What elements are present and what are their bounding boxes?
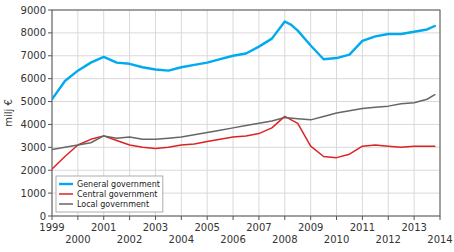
x-tick-label: 2006 bbox=[220, 234, 245, 245]
y-grid-line bbox=[52, 101, 440, 102]
x-grid-line bbox=[414, 10, 415, 216]
y-grid-line bbox=[52, 78, 440, 79]
y-tick bbox=[48, 216, 52, 217]
legend: General governmentCentral governmentLoca… bbox=[56, 176, 163, 212]
x-grid-line bbox=[207, 10, 208, 216]
grid bbox=[52, 10, 440, 216]
x-tick bbox=[77, 216, 78, 220]
x-tick bbox=[362, 216, 363, 220]
legend-box bbox=[56, 176, 163, 212]
y-tick bbox=[48, 193, 52, 194]
y-tick-label: 6000 bbox=[21, 73, 46, 84]
y-grid-line bbox=[52, 55, 440, 56]
y-grid-line bbox=[52, 32, 440, 33]
x-grid-line bbox=[388, 10, 389, 216]
x-grid-line bbox=[310, 10, 311, 216]
x-tick-label: 2004 bbox=[169, 234, 194, 245]
x-tick-label: 2010 bbox=[324, 234, 349, 245]
x-tick-label: 2005 bbox=[194, 222, 219, 233]
x-tick-label: 2002 bbox=[117, 234, 142, 245]
legend-label: Local government bbox=[77, 200, 149, 209]
x-tick bbox=[155, 216, 156, 220]
y-tick bbox=[48, 78, 52, 79]
y-tick-label: 4000 bbox=[21, 119, 46, 130]
x-tick-label: 2013 bbox=[401, 222, 426, 233]
legend-swatch bbox=[59, 183, 73, 185]
x-tick bbox=[336, 216, 337, 220]
y-tick-label: 2000 bbox=[21, 165, 46, 176]
y-tick bbox=[48, 55, 52, 56]
y-grid-line bbox=[52, 170, 440, 171]
y-tick-label: 8000 bbox=[21, 27, 46, 38]
x-tick-label: 2001 bbox=[91, 222, 116, 233]
axes: 0 1000 2000 3000 4000 5000 6000 7000 8000 9000 199… bbox=[21, 5, 453, 246]
y-grid-line bbox=[52, 147, 440, 148]
x-tick bbox=[310, 216, 311, 220]
x-tick bbox=[233, 216, 234, 220]
x-grid-line bbox=[233, 10, 234, 216]
y-tick-label: 5000 bbox=[21, 96, 46, 107]
x-tick bbox=[388, 216, 389, 220]
x-tick-label: 2012 bbox=[376, 234, 401, 245]
x-tick bbox=[284, 216, 285, 220]
series-lines bbox=[52, 21, 435, 169]
legend-swatch bbox=[59, 193, 73, 195]
x-grid-line bbox=[258, 10, 259, 216]
x-tick-label: 2014 bbox=[427, 234, 452, 245]
y-tick bbox=[48, 101, 52, 102]
legend-label: General government bbox=[77, 180, 160, 189]
y-tick bbox=[48, 124, 52, 125]
x-tick-label: 2007 bbox=[246, 222, 271, 233]
y-tick bbox=[48, 170, 52, 171]
x-tick bbox=[103, 216, 104, 220]
series-line bbox=[52, 21, 435, 99]
x-tick bbox=[129, 216, 130, 220]
y-tick-label: 1000 bbox=[21, 188, 46, 199]
x-tick-label: 2003 bbox=[143, 222, 168, 233]
x-tick-label: 2000 bbox=[65, 234, 90, 245]
x-grid-line bbox=[181, 10, 182, 216]
legend-label: Central government bbox=[77, 190, 157, 199]
y-tick-label: 7000 bbox=[21, 50, 46, 61]
legend-swatch bbox=[59, 203, 73, 205]
series-line bbox=[52, 95, 435, 150]
chart: 0 1000 2000 3000 4000 5000 6000 7000 8000 9000 199… bbox=[0, 0, 454, 252]
x-tick bbox=[414, 216, 415, 220]
y-tick bbox=[48, 32, 52, 33]
x-tick bbox=[258, 216, 259, 220]
x-tick bbox=[181, 216, 182, 220]
y-grid-line bbox=[52, 124, 440, 125]
x-tick bbox=[207, 216, 208, 220]
x-tick-label: 2008 bbox=[272, 234, 297, 245]
x-tick-label: 2009 bbox=[298, 222, 323, 233]
x-grid-line bbox=[284, 10, 285, 216]
x-tick bbox=[440, 216, 441, 220]
y-tick-label: 9000 bbox=[21, 5, 46, 16]
y-tick bbox=[48, 10, 52, 11]
x-tick-label: 1999 bbox=[39, 222, 64, 233]
y-tick bbox=[48, 147, 52, 148]
x-tick bbox=[52, 216, 53, 220]
y-tick-label: 0 bbox=[40, 211, 46, 222]
plot-frame bbox=[52, 10, 440, 216]
series-line bbox=[52, 116, 435, 169]
y-tick-label: 3000 bbox=[21, 142, 46, 153]
x-tick-label: 2011 bbox=[350, 222, 375, 233]
y-axis-label: milj € bbox=[3, 99, 14, 127]
